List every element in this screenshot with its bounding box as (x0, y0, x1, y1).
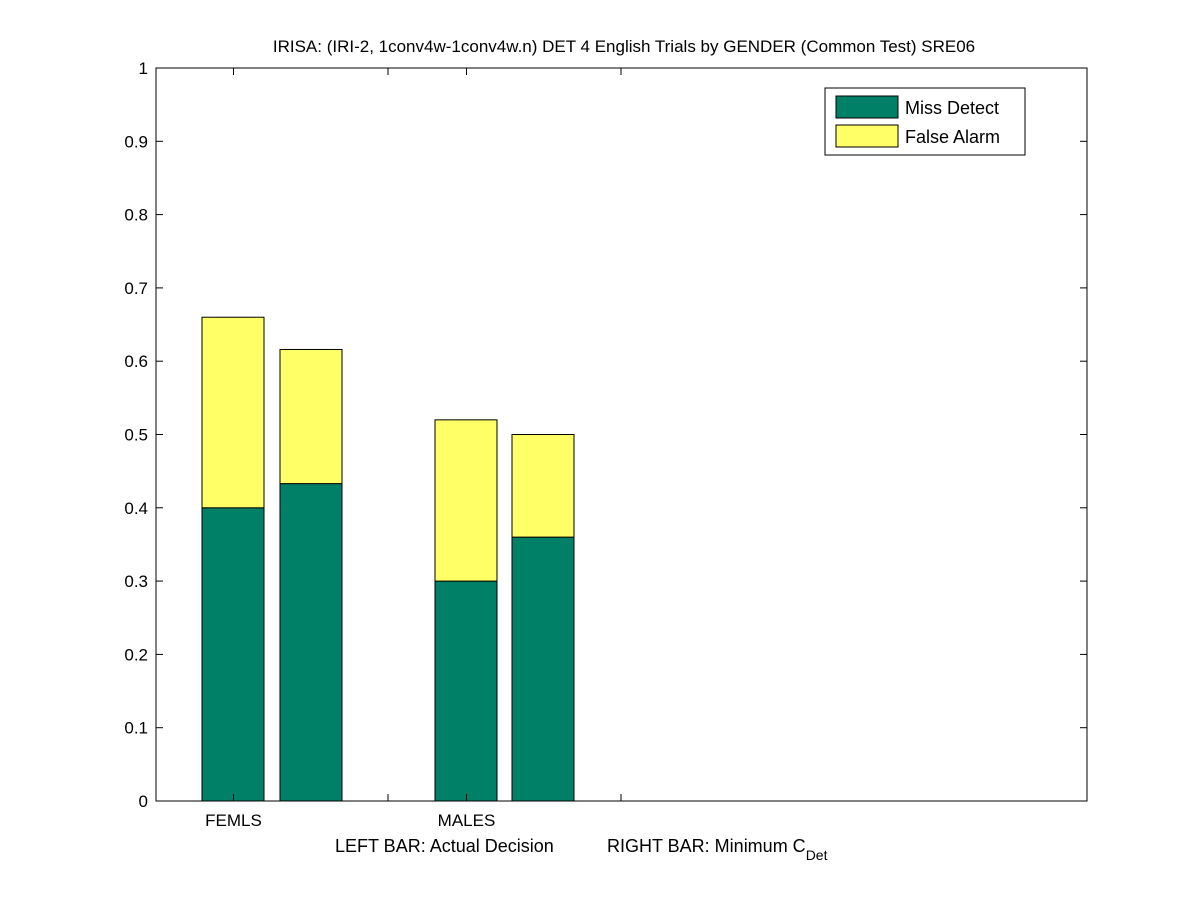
chart-title: IRISA: (IRI-2, 1conv4w-1conv4w.n) DET 4 … (273, 37, 975, 56)
bar-false-alarm (201, 316, 265, 509)
bar-miss-detect (279, 483, 343, 802)
y-tick-label: 0.4 (124, 499, 148, 518)
x-tick-label: MALES (438, 811, 496, 830)
ticks-group: 0 0.1 0.2 0.3 0.4 0.5 0.6 0.7 0.8 0.9 1 FEMLS MALES (124, 59, 1087, 830)
bar-miss-detect (201, 507, 265, 802)
bar-false-alarm (279, 348, 343, 485)
legend-label: Miss Detect (905, 98, 999, 118)
x-axis-label-right-main: RIGHT BAR: Minimum C (607, 836, 806, 856)
bar-miss-detect (434, 580, 498, 802)
x-axis-label-right-sub: Det (806, 847, 828, 863)
x-tick-label: FEMLS (205, 811, 262, 830)
y-tick-label: 1 (139, 59, 148, 78)
bar-false-alarm (434, 419, 498, 582)
y-tick-label: 0.6 (124, 352, 148, 371)
y-tick-label: 0.2 (124, 645, 148, 664)
y-tick-label: 0.7 (124, 279, 148, 298)
plot-frame (155, 67, 1088, 802)
bars-group (201, 316, 575, 802)
legend-swatch (835, 95, 899, 119)
y-tick-label: 0.9 (124, 132, 148, 151)
legend-swatch (835, 124, 899, 148)
y-tick-label: 0.5 (124, 426, 148, 445)
x-axis-label-left: LEFT BAR: Actual Decision (335, 836, 554, 856)
bar-false-alarm (511, 434, 575, 538)
legend-label: False Alarm (905, 127, 1000, 147)
y-tick-label: 0.3 (124, 572, 148, 591)
legend: Miss Detect False Alarm (824, 87, 1026, 156)
x-axis-label-right: RIGHT BAR: Minimum CDet (607, 836, 828, 863)
y-tick-label: 0.1 (124, 719, 148, 738)
y-tick-label: 0 (139, 792, 148, 811)
bar-miss-detect (511, 536, 575, 802)
y-tick-label: 0.8 (124, 206, 148, 225)
